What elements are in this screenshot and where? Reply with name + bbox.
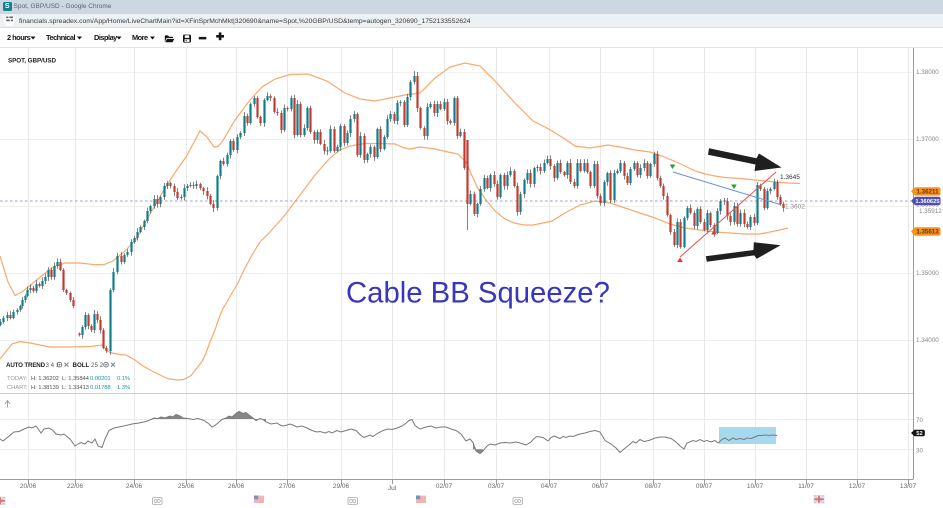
svg-text:22/06: 22/06 xyxy=(67,483,84,490)
svg-text:1.38000: 1.38000 xyxy=(916,69,939,76)
svg-text:1.360625: 1.360625 xyxy=(915,199,940,205)
svg-text:1.35912: 1.35912 xyxy=(919,208,942,215)
svg-text:1.37000: 1.37000 xyxy=(916,136,939,143)
svg-text:1.35613: 1.35613 xyxy=(916,229,939,236)
svg-text:BOLL: BOLL xyxy=(73,362,90,369)
svg-text:1.3645: 1.3645 xyxy=(780,174,800,181)
svg-text:06/07: 06/07 xyxy=(592,483,609,490)
svg-text:02/07: 02/07 xyxy=(436,483,453,490)
svg-text:20/06: 20/06 xyxy=(20,483,37,490)
svg-text:10/07: 10/07 xyxy=(747,483,764,490)
svg-text:08/07: 08/07 xyxy=(645,483,662,490)
svg-text:SPOT, GBP/USD: SPOT, GBP/USD xyxy=(8,58,56,65)
svg-text:TODAY:: TODAY: xyxy=(7,376,28,382)
svg-text:H: 1.36202: H: 1.36202 xyxy=(31,376,59,382)
svg-text:27/06: 27/06 xyxy=(279,483,296,490)
svg-text:CHART:: CHART: xyxy=(7,385,28,391)
svg-text:3 4 1: 3 4 1 xyxy=(46,362,60,369)
svg-text:1.36211: 1.36211 xyxy=(916,189,939,196)
svg-text:1.3602: 1.3602 xyxy=(785,203,805,210)
svg-text:AUTO TREND: AUTO TREND xyxy=(6,362,46,369)
svg-text:04/07: 04/07 xyxy=(541,483,558,490)
svg-text:25 2: 25 2 xyxy=(91,362,104,369)
svg-text:26/06: 26/06 xyxy=(228,483,245,490)
svg-text:1.35000: 1.35000 xyxy=(916,270,939,277)
svg-text:0.01788: 0.01788 xyxy=(90,385,111,391)
svg-text:30: 30 xyxy=(916,447,924,454)
svg-text:0.00201: 0.00201 xyxy=(90,376,111,382)
svg-text:1.3%: 1.3% xyxy=(117,385,131,391)
svg-text:11/07: 11/07 xyxy=(798,483,814,490)
svg-text:52: 52 xyxy=(916,431,922,437)
svg-text:09/07: 09/07 xyxy=(696,483,713,490)
svg-text:12/07: 12/07 xyxy=(849,483,866,490)
svg-text:L: 1.33413: L: 1.33413 xyxy=(62,385,90,391)
svg-text:25/06: 25/06 xyxy=(178,483,195,490)
svg-text:13/07: 13/07 xyxy=(900,483,917,490)
svg-text:L: 1.35844: L: 1.35844 xyxy=(62,376,90,382)
svg-text:70: 70 xyxy=(916,417,924,424)
svg-text:03/07: 03/07 xyxy=(488,483,505,490)
svg-text:1.34000: 1.34000 xyxy=(916,337,939,344)
svg-text:Cable BB Squeeze?: Cable BB Squeeze? xyxy=(346,277,610,310)
svg-text:Jul: Jul xyxy=(388,485,397,492)
svg-text:H: 1.38139: H: 1.38139 xyxy=(31,385,59,391)
svg-text:0.1%: 0.1% xyxy=(117,376,131,382)
svg-text:24/06: 24/06 xyxy=(126,483,143,490)
svg-text:29/06: 29/06 xyxy=(333,483,350,490)
